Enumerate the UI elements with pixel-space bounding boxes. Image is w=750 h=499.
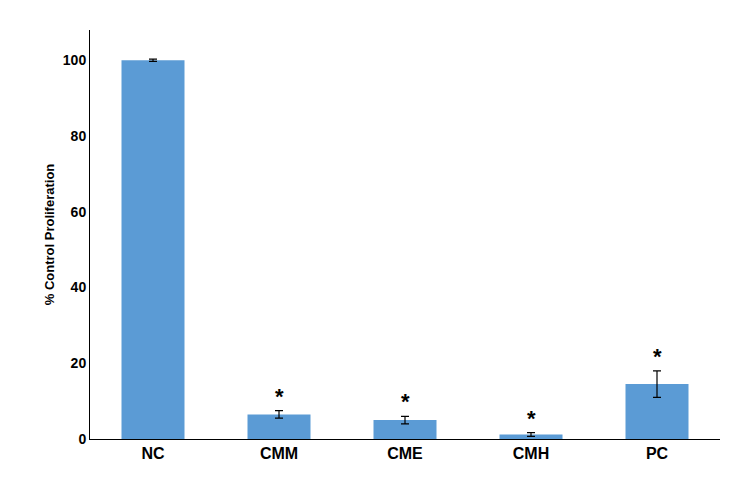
svg-text:CMH: CMH — [513, 445, 549, 462]
svg-text:100: 100 — [63, 52, 87, 68]
svg-text:PC: PC — [646, 445, 669, 462]
svg-text:60: 60 — [71, 204, 87, 220]
svg-text:*: * — [401, 389, 410, 414]
svg-text:*: * — [653, 344, 662, 369]
svg-text:20: 20 — [71, 355, 87, 371]
svg-text:0: 0 — [78, 431, 86, 447]
svg-text:NC: NC — [141, 445, 165, 462]
svg-text:% Control Proliferation: % Control Proliferation — [42, 164, 57, 306]
svg-text:*: * — [527, 406, 536, 431]
svg-text:CMM: CMM — [260, 445, 298, 462]
svg-text:*: * — [275, 384, 284, 409]
svg-text:80: 80 — [71, 128, 87, 144]
svg-text:40: 40 — [71, 279, 87, 295]
svg-text:CME: CME — [387, 445, 423, 462]
